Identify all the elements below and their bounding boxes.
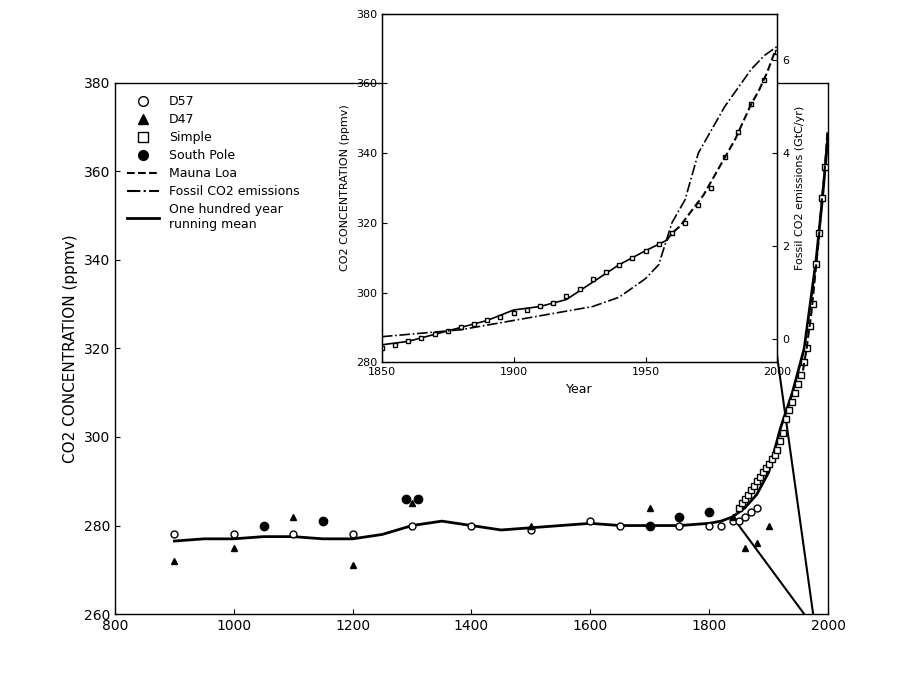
Y-axis label: Fossil CO2 emissions (GtC/yr): Fossil CO2 emissions (GtC/yr) [794,106,804,270]
Y-axis label: CO2 CONCENTRATION (ppmv): CO2 CONCENTRATION (ppmv) [63,234,78,463]
Y-axis label: CO2 CONCENTRATION (ppmv): CO2 CONCENTRATION (ppmv) [340,105,350,271]
X-axis label: Year: Year [566,383,592,395]
Legend: D57, D47, Simple, South Pole, Mauna Loa, Fossil CO2 emissions, One hundred year
: D57, D47, Simple, South Pole, Mauna Loa,… [121,89,305,237]
